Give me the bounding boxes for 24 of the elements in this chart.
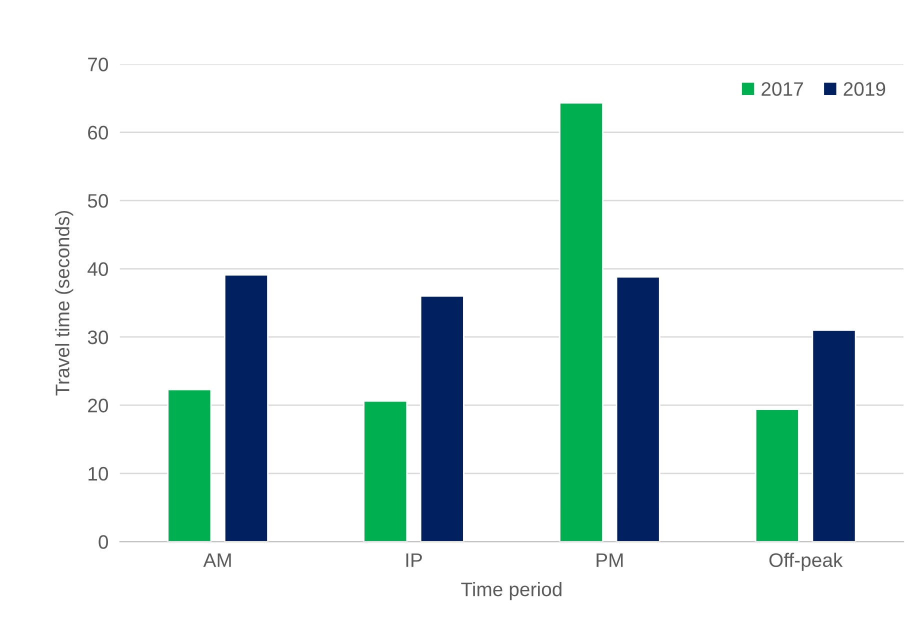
y-tick-label: 40 <box>88 262 108 276</box>
bar <box>167 388 212 542</box>
bar <box>559 102 604 542</box>
x-tick-label: Off-peak <box>769 552 843 571</box>
x-tick-label: PM <box>596 553 623 567</box>
y-tick-label: 0 <box>98 535 108 549</box>
bar <box>616 276 660 542</box>
bar <box>420 295 464 542</box>
bar <box>363 400 408 542</box>
bar <box>812 329 856 542</box>
x-axis-title: Time period <box>461 582 562 600</box>
y-tick-label: 10 <box>88 466 108 481</box>
bar <box>754 408 800 542</box>
y-axis-title: Travel time (seconds) <box>55 210 74 396</box>
y-tick-label: 70 <box>88 58 108 72</box>
y-tick-label: 30 <box>88 330 108 344</box>
bar <box>224 274 268 542</box>
legend-label: 2017 <box>762 82 803 96</box>
x-tick-label: AM <box>203 553 231 567</box>
y-tick-label: 20 <box>88 398 108 412</box>
legend-label: 2019 <box>844 82 886 96</box>
y-tick-label: 50 <box>88 194 108 208</box>
x-tick-label: IP <box>406 553 422 567</box>
y-tick-label: 60 <box>88 126 108 140</box>
